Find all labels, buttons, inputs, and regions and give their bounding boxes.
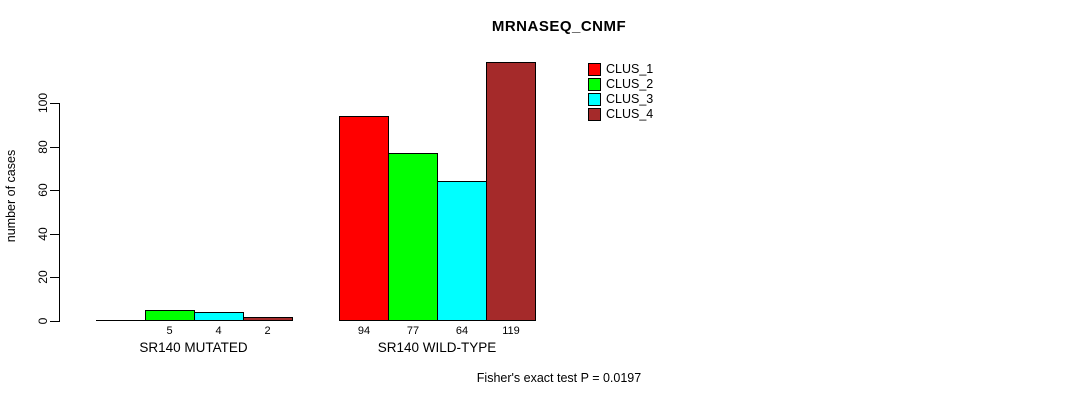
legend-swatch-icon (588, 78, 601, 91)
bar-value-label: 5 (166, 325, 173, 337)
bar-value-label: 77 (406, 325, 420, 337)
y-axis-tick-label: 0 (36, 317, 50, 325)
legend-swatch-icon (588, 63, 601, 76)
legend-item: CLUS_3 (588, 92, 653, 107)
y-axis-tick (50, 190, 59, 192)
legend-label: CLUS_3 (606, 92, 654, 106)
y-axis-tick (50, 277, 59, 279)
y-axis-label: number of cases (4, 149, 18, 243)
x-category-label: SR140 MUTATED (139, 340, 248, 355)
legend-swatch-icon (588, 93, 601, 106)
legend-label: CLUS_2 (606, 77, 654, 91)
bar-clus_4 (486, 62, 536, 321)
y-axis-tick-label: 60 (36, 183, 50, 197)
annotation-pvalue: Fisher's exact test P = 0.0197 (476, 371, 642, 385)
y-axis-tick (50, 233, 59, 235)
bar-value-label: 4 (215, 325, 222, 337)
chart-title: MRNASEQ_CNMF (491, 18, 627, 35)
y-axis-line (59, 103, 60, 322)
legend-swatch-icon (588, 108, 601, 121)
bar-clus_4 (242, 317, 293, 321)
bar-clus_1 (339, 116, 389, 321)
bar-clus_3 (437, 181, 487, 321)
y-axis-tick (50, 103, 59, 104)
legend-label: CLUS_4 (606, 107, 654, 121)
legend-label: CLUS_1 (606, 62, 654, 76)
y-axis-tick-label: 80 (36, 139, 50, 154)
bar-clus_2 (388, 153, 438, 321)
y-axis-tick (50, 146, 59, 148)
legend-item: CLUS_1 (588, 62, 653, 77)
y-axis-tick-label: 20 (36, 270, 50, 285)
bar-clus_1 (95, 320, 146, 321)
bar-clus_2 (144, 310, 195, 321)
y-axis-tick (50, 321, 59, 322)
bar-value-label: 64 (455, 325, 469, 337)
bar-value-label: 2 (264, 325, 271, 337)
legend: CLUS_1 CLUS_2 CLUS_3 CLUS_4 (588, 62, 653, 122)
bar-value-label: 94 (357, 325, 371, 337)
y-axis-tick-label: 100 (36, 92, 50, 114)
bar-clus_3 (193, 312, 244, 321)
legend-item: CLUS_4 (588, 107, 653, 122)
bar-value-label: 119 (502, 325, 520, 337)
y-axis-tick-label: 40 (36, 227, 50, 241)
x-category-label: SR140 WILD-TYPE (377, 340, 497, 355)
legend-item: CLUS_2 (588, 77, 653, 92)
